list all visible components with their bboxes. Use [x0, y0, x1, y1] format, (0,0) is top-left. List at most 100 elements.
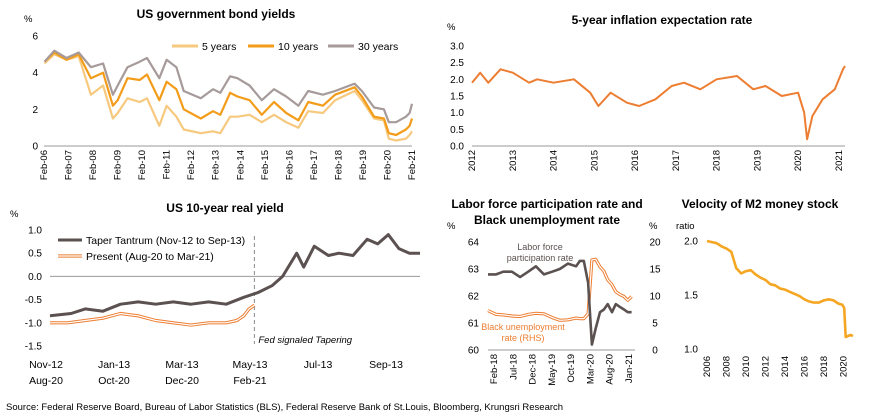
labor-ytick-right: 20	[649, 238, 661, 249]
m2-ytick: 1.5	[684, 291, 698, 302]
bond-unit: %	[24, 14, 33, 25]
realyield-ytick: -1.5	[25, 342, 43, 353]
labor-xtick: Dec-18	[528, 354, 539, 385]
bond-legend-label-2: 30 years	[358, 41, 398, 53]
labor-xtick: Aug-20	[605, 354, 616, 385]
bond-ytick: 6	[32, 32, 38, 43]
realyield-ytick: 1.0	[28, 226, 42, 237]
m2-chart: Velocity of M2 money stock ratio 1.0 1.5 2.0…	[676, 197, 854, 377]
realyield-xtick-bottom: Dec-20	[165, 375, 199, 387]
realyield-xtick-top: Jan-13	[98, 359, 130, 371]
inflation-ytick: 0.5	[450, 125, 464, 136]
m2-xtick: 2014	[780, 356, 791, 377]
bond-xtick: Feb-19	[358, 150, 369, 180]
realyield-ytick: 0.5	[28, 249, 42, 260]
realyield-xtick-top: Nov-12	[29, 359, 63, 371]
realyield-title: US 10-year real yield	[166, 201, 283, 215]
inflation-chart: 5-year inflation expectation rate% 0.0 0.5…	[447, 13, 846, 171]
bond-ytick: 4	[32, 68, 38, 79]
realyield-series-0	[49, 233, 420, 318]
realyield-legend-label-0: Taper Tantrum (Nov-12 to Sep-13)	[86, 235, 245, 247]
bond-legend-label-0: 5 years	[202, 41, 236, 53]
real-yield-chart: US 10-year real yield% -1.5 -1.0 -0.5 0.0 0.5…	[10, 201, 420, 387]
inflation-ytick: 1.0	[450, 108, 464, 119]
m2-ytick: 1.0	[684, 345, 698, 356]
labor-title-2: Black unemployment rate	[474, 213, 620, 227]
labor-xtick: Jul-18	[508, 354, 519, 380]
bond-xtick: Feb-06	[39, 150, 50, 180]
realyield-series-1-inner	[50, 304, 255, 326]
inflation-ytick: 2.0	[450, 75, 464, 86]
realyield-ytick: 0.0	[28, 272, 42, 283]
m2-ytick: 2.0	[684, 237, 698, 248]
taper-annotation: Fed signaled Tapering	[258, 335, 352, 346]
labor-ytick-right: 0	[652, 346, 658, 357]
bond-xtick: Feb-20	[382, 150, 393, 180]
realyield-ytick: -1.0	[25, 318, 43, 329]
bond-xtick: Feb-17	[309, 150, 320, 180]
labor-chart: Labor force participation rate and Black …	[447, 197, 661, 386]
m2-xtick: 2018	[819, 356, 830, 377]
inflation-xtick: 2017	[671, 150, 682, 171]
inflation-title: 5-year inflation expectation rate	[572, 13, 753, 27]
bond-xtick: Feb-16	[284, 150, 295, 180]
inflation-xtick: 2020	[793, 150, 804, 171]
labor-xtick: Mar-20	[585, 354, 596, 384]
realyield-xtick-bottom: Aug-20	[29, 375, 63, 387]
inflation-series-0	[471, 65, 846, 141]
labor-series-unemployment-inner	[487, 258, 633, 321]
inflation-xtick: 2013	[508, 150, 519, 171]
bond-xtick: Feb-12	[186, 150, 197, 180]
labor-ytick-left: 63	[468, 265, 480, 276]
labor-unit-right: %	[649, 221, 658, 232]
inflation-ytick: 3.0	[450, 42, 464, 53]
labor-label-participation-1: Labor force	[517, 242, 563, 252]
realyield-xtick-top: Sep-13	[369, 359, 403, 371]
labor-xtick: May-19	[547, 354, 558, 386]
realyield-xtick-bottom: Feb-21	[233, 375, 266, 387]
bond-series-1	[43, 51, 414, 137]
bond-xtick: Feb-15	[260, 150, 271, 180]
inflation-xtick: 2015	[589, 150, 600, 171]
bond-xtick: Feb-11	[162, 150, 173, 179]
labor-ytick-left: 64	[468, 238, 480, 249]
labor-xtick: Feb-18	[489, 354, 500, 384]
m2-xtick: 2016	[799, 356, 810, 377]
inflation-xtick: 2019	[752, 150, 763, 171]
inflation-xtick: 2014	[549, 150, 560, 171]
inflation-xtick: 2018	[712, 150, 723, 171]
inflation-ytick: 1.5	[450, 92, 464, 103]
labor-ytick-left: 62	[468, 292, 480, 303]
realyield-xtick-top: Jul-13	[304, 359, 333, 371]
bond-xtick: Feb-07	[64, 150, 75, 180]
labor-unit-left: %	[447, 221, 456, 232]
labor-ytick-right: 10	[649, 292, 661, 303]
bond-series-2	[43, 49, 414, 124]
m2-xtick: 2006	[702, 356, 713, 377]
labor-title-1: Labor force participation rate and	[451, 197, 642, 211]
m2-unit: ratio	[676, 221, 694, 232]
bond-xtick: Feb-21	[407, 150, 418, 180]
bond-xtick: Feb-10	[137, 150, 148, 180]
labor-label-unemployment-1: Black unemployment	[481, 322, 565, 332]
labor-label-participation-2: participation rate	[507, 253, 574, 263]
labor-xtick: Jan-21	[624, 354, 635, 383]
bond-xtick: Feb-09	[113, 150, 124, 180]
inflation-xtick: 2021	[834, 150, 845, 171]
labor-ytick-right: 15	[649, 265, 661, 276]
labor-xtick: Oct-19	[566, 354, 577, 383]
bond-ytick: 2	[32, 105, 38, 116]
bond-xtick: Feb-18	[333, 150, 344, 180]
realyield-xtick-top: Mar-13	[165, 359, 198, 371]
bond-xtick: Feb-13	[211, 150, 222, 180]
realyield-unit: %	[10, 209, 19, 220]
inflation-ytick: 2.5	[450, 58, 464, 69]
m2-xtick: 2020	[838, 356, 849, 377]
bond-ytick: 0	[32, 142, 38, 153]
bond-xtick: Feb-14	[235, 150, 246, 180]
labor-series-participation	[488, 259, 632, 346]
realyield-series-1-outline	[50, 303, 256, 327]
realyield-ytick: -0.5	[25, 295, 43, 306]
realyield-xtick-bottom: Oct-20	[98, 375, 130, 387]
labor-label-unemployment-2: rate (RHS)	[501, 333, 544, 343]
